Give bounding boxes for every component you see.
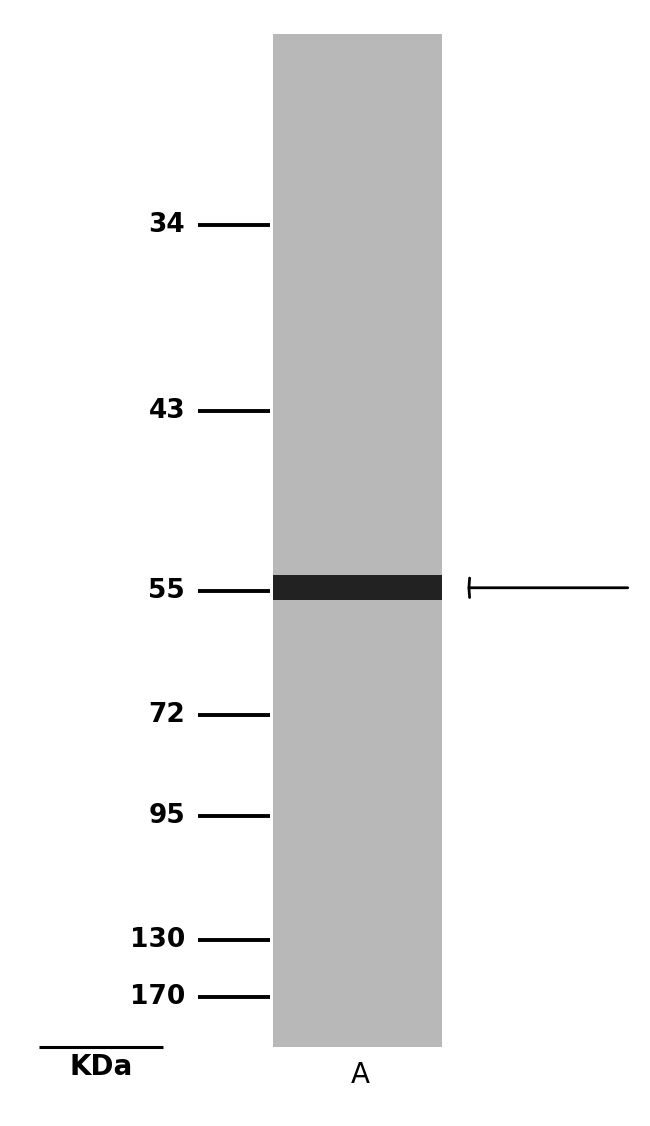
Text: 95: 95 — [148, 803, 185, 830]
Text: 72: 72 — [148, 701, 185, 729]
Text: 170: 170 — [130, 983, 185, 1010]
Bar — [273, 34, 442, 1047]
Text: 55: 55 — [148, 578, 185, 605]
Bar — [273, 575, 442, 600]
Text: A: A — [351, 1062, 370, 1089]
Text: 130: 130 — [130, 927, 185, 954]
Text: 34: 34 — [149, 212, 185, 239]
Text: 43: 43 — [149, 397, 185, 425]
Text: KDa: KDa — [69, 1054, 133, 1081]
